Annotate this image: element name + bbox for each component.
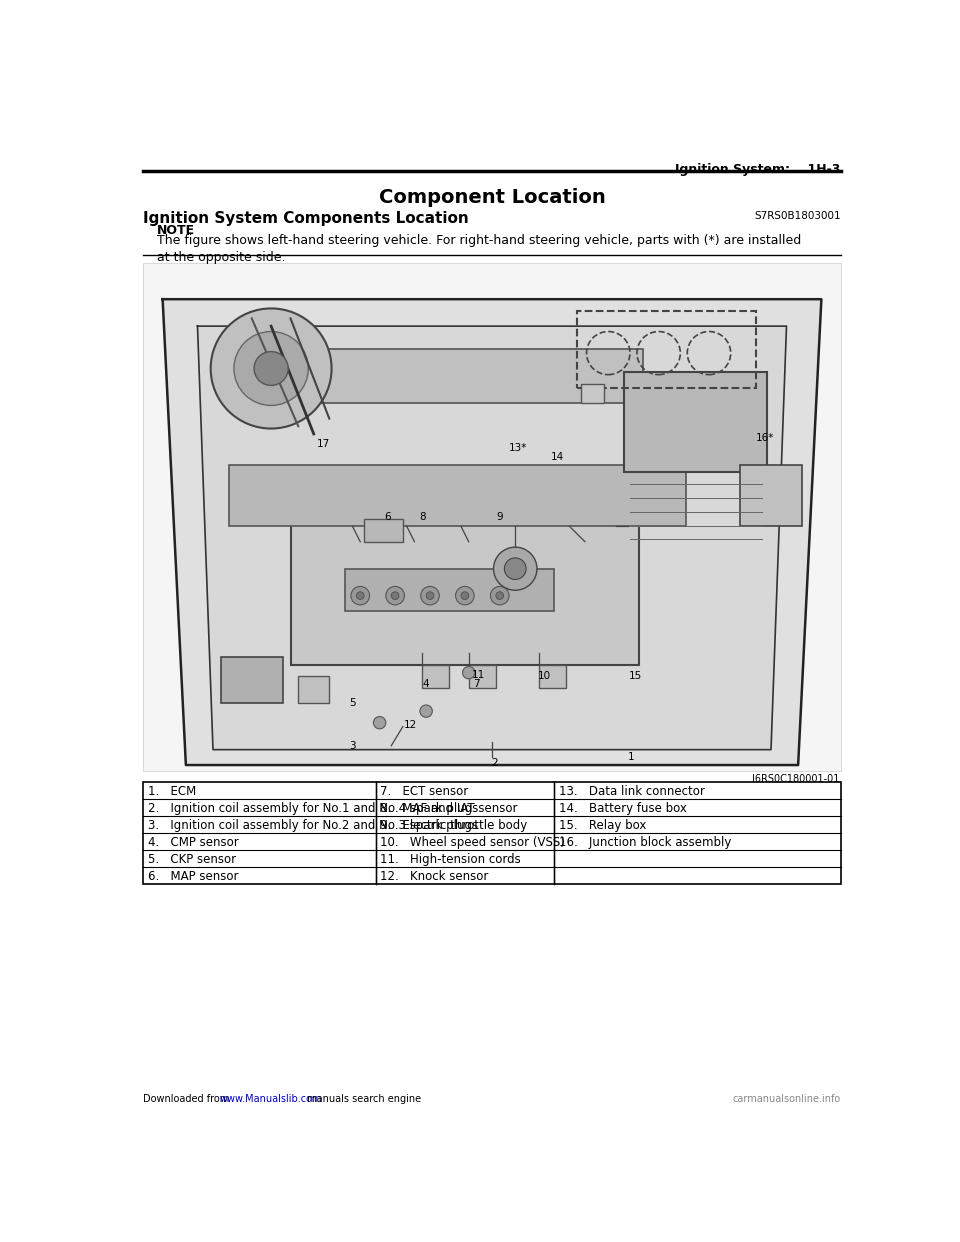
Circle shape	[234, 332, 308, 405]
Circle shape	[373, 717, 386, 729]
Text: 12.   Knock sensor: 12. Knock sensor	[380, 869, 489, 883]
Text: manuals search engine: manuals search engine	[304, 1094, 421, 1104]
Bar	[624, 373, 767, 472]
Text: S7RS0B1803001: S7RS0B1803001	[755, 211, 841, 221]
Text: 9.   Electric throttle body: 9. Electric throttle body	[380, 818, 528, 832]
Circle shape	[420, 586, 440, 605]
Circle shape	[254, 351, 288, 385]
Circle shape	[351, 586, 370, 605]
Circle shape	[426, 591, 434, 600]
Bar	[221, 657, 283, 703]
Text: 3: 3	[349, 740, 356, 751]
Circle shape	[356, 591, 364, 600]
Text: 4: 4	[422, 679, 429, 689]
Circle shape	[463, 667, 475, 679]
Text: 10: 10	[539, 672, 551, 682]
Circle shape	[456, 586, 474, 605]
Text: I6RS0C180001-01: I6RS0C180001-01	[752, 774, 839, 784]
Circle shape	[386, 586, 404, 605]
Circle shape	[496, 591, 504, 600]
Text: 11: 11	[471, 669, 485, 679]
Text: Ignition System:    1H-3: Ignition System: 1H-3	[676, 163, 841, 176]
Bar	[581, 384, 605, 404]
Circle shape	[504, 558, 526, 580]
Bar	[143, 263, 841, 771]
Bar	[364, 519, 403, 542]
Text: 17: 17	[317, 438, 329, 448]
Text: 13*: 13*	[509, 443, 527, 453]
Text: 2.   Ignition coil assembly for No.1 and No.4 spark plugs: 2. Ignition coil assembly for No.1 and N…	[148, 802, 478, 815]
Text: The figure shows left-hand steering vehicle. For right-hand steering vehicle, pa: The figure shows left-hand steering vehi…	[157, 233, 802, 263]
Polygon shape	[198, 327, 786, 750]
Bar	[228, 465, 685, 527]
Text: 7.   ECT sensor: 7. ECT sensor	[380, 785, 468, 799]
Text: 1: 1	[628, 753, 635, 763]
Text: 14: 14	[551, 452, 564, 462]
Polygon shape	[162, 299, 822, 765]
Text: 5.   CKP sensor: 5. CKP sensor	[148, 853, 236, 866]
Text: 15: 15	[629, 672, 642, 682]
Text: 9: 9	[496, 512, 503, 522]
Circle shape	[493, 548, 537, 590]
Bar	[740, 465, 802, 527]
Text: www.Manualslib.com: www.Manualslib.com	[219, 1094, 322, 1104]
Bar	[345, 569, 554, 611]
Bar	[577, 310, 756, 388]
Bar	[539, 664, 565, 688]
Circle shape	[491, 586, 509, 605]
Circle shape	[210, 308, 331, 428]
Text: 7: 7	[473, 679, 480, 689]
Text: 2: 2	[491, 759, 497, 769]
Bar	[468, 664, 496, 688]
Text: 8.   MAF and IAT sensor: 8. MAF and IAT sensor	[380, 802, 517, 815]
Bar	[143, 782, 841, 883]
Text: carmanualsonline.info: carmanualsonline.info	[732, 1094, 841, 1104]
Text: 8: 8	[419, 512, 425, 522]
Circle shape	[392, 591, 399, 600]
Text: 1.   ECM: 1. ECM	[148, 785, 196, 799]
Text: 11.   High-tension cords: 11. High-tension cords	[380, 853, 521, 866]
Text: Component Location: Component Location	[378, 188, 606, 206]
Text: 14.   Battery fuse box: 14. Battery fuse box	[559, 802, 686, 815]
Text: 6.   MAP sensor: 6. MAP sensor	[148, 869, 238, 883]
Text: 13.   Data link connector: 13. Data link connector	[559, 785, 705, 799]
Text: 12: 12	[404, 720, 418, 730]
Text: 4.   CMP sensor: 4. CMP sensor	[148, 836, 239, 848]
Bar	[422, 664, 449, 688]
Text: Downloaded from: Downloaded from	[143, 1094, 232, 1104]
Text: 10.   Wheel speed sensor (VSS): 10. Wheel speed sensor (VSS)	[380, 836, 565, 848]
Text: 3.   Ignition coil assembly for No.2 and No.3 spark plugs: 3. Ignition coil assembly for No.2 and N…	[148, 818, 478, 832]
Text: Ignition System Components Location: Ignition System Components Location	[143, 211, 469, 226]
Text: NOTE: NOTE	[157, 224, 195, 237]
Bar	[299, 677, 329, 703]
Circle shape	[461, 591, 468, 600]
Text: 16.   Junction block assembly: 16. Junction block assembly	[559, 836, 731, 848]
Text: 16*: 16*	[756, 432, 774, 443]
Text: 5: 5	[349, 698, 356, 708]
Circle shape	[420, 705, 432, 718]
Text: 15.   Relay box: 15. Relay box	[559, 818, 646, 832]
Bar	[291, 488, 639, 664]
Text: 6: 6	[384, 512, 391, 522]
Bar	[240, 349, 643, 404]
